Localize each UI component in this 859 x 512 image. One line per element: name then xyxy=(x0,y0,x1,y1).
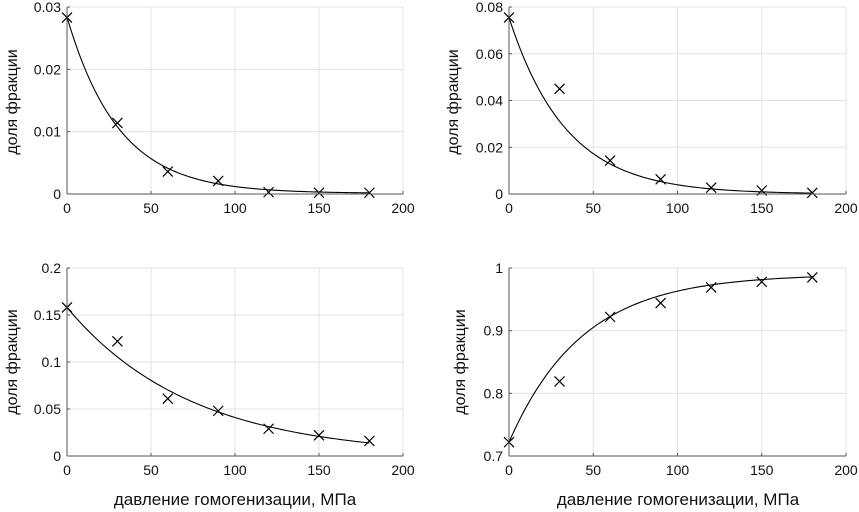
fit-curve xyxy=(66,16,370,194)
data-point xyxy=(655,297,667,309)
fit-curve xyxy=(508,17,813,194)
y-tick-label: 0 xyxy=(495,186,503,202)
fit-curve xyxy=(508,276,813,443)
data-point xyxy=(705,182,717,194)
panel-3: 0 50 100 150 200 0 0.05 0.1 0.15 0.2 доля фракции… xyxy=(4,260,415,509)
panel-4: 0 50 100 150 200 0.7 0.8 0.9 1 доля фракции давл… xyxy=(452,260,858,509)
x-tick-label: 150 xyxy=(750,462,774,478)
x-tick-label: 0 xyxy=(63,200,71,216)
data-point xyxy=(806,187,818,199)
y-tick-label: 0 xyxy=(53,448,61,464)
fit-curve xyxy=(66,307,370,444)
x-tick-label: 150 xyxy=(307,200,331,216)
data-point xyxy=(756,276,768,288)
x-tick-label: 50 xyxy=(143,200,159,216)
x-tick-label: 100 xyxy=(666,200,690,216)
x-tick-label: 0 xyxy=(63,462,71,478)
y-axis-label: доля фракции xyxy=(4,309,21,414)
y-tick-label: 0.02 xyxy=(34,61,61,77)
data-point xyxy=(263,186,275,198)
data-point xyxy=(363,187,375,199)
x-tick-label: 150 xyxy=(307,462,331,478)
x-tick-label: 0 xyxy=(505,462,513,478)
y-tick-label: 0.03 xyxy=(34,0,61,15)
y-tick-label: 0.02 xyxy=(476,139,503,155)
y-tick-label: 0.08 xyxy=(476,0,503,15)
data-point xyxy=(604,311,616,323)
panel-1: 0 50 100 150 200 0 0.01 0.02 0.03 доля фракции xyxy=(4,0,415,216)
data-point xyxy=(263,423,275,435)
panel-2: 0 50 100 150 200 0 0.02 0.04 0.06 0.08 доля фракц… xyxy=(445,0,858,216)
data-point xyxy=(212,405,224,417)
data-point xyxy=(554,83,565,95)
y-axis-label: доля фракции xyxy=(452,309,469,414)
y-axis-label: доля фракции xyxy=(445,49,462,154)
x-tick-label: 50 xyxy=(143,462,159,478)
x-tick-label: 200 xyxy=(834,200,858,216)
y-tick-label: 0.05 xyxy=(34,401,61,417)
data-point xyxy=(212,175,224,187)
data-point xyxy=(162,393,174,405)
x-tick-label: 50 xyxy=(585,200,601,216)
x-axis-label: давление гомогенизации, МПа xyxy=(114,490,357,509)
y-axis-label: доля фракции xyxy=(4,49,21,154)
y-tick-label: 0.04 xyxy=(476,93,503,109)
x-tick-label: 100 xyxy=(223,462,247,478)
data-point xyxy=(162,166,174,177)
data-point xyxy=(313,429,325,441)
x-tick-label: 100 xyxy=(666,462,690,478)
y-tick-label: 0.7 xyxy=(484,448,504,464)
data-point xyxy=(806,271,818,283)
y-tick-label: 0.8 xyxy=(484,385,504,401)
y-tick-label: 0.15 xyxy=(34,307,61,323)
x-tick-label: 200 xyxy=(391,200,415,216)
x-tick-label: 50 xyxy=(585,462,601,478)
data-point xyxy=(655,173,667,185)
data-point xyxy=(604,155,616,166)
y-tick-label: 0.01 xyxy=(34,124,61,140)
x-tick-label: 0 xyxy=(505,200,513,216)
data-point xyxy=(554,376,565,387)
x-tick-label: 200 xyxy=(834,462,858,478)
x-tick-label: 200 xyxy=(391,462,415,478)
y-tick-label: 0.1 xyxy=(42,354,62,370)
data-point xyxy=(363,435,375,447)
y-tick-label: 0.2 xyxy=(42,260,62,276)
data-point xyxy=(705,282,717,293)
data-point xyxy=(111,335,123,347)
y-tick-label: 0.9 xyxy=(484,323,504,339)
y-tick-label: 1 xyxy=(495,260,503,276)
x-tick-label: 150 xyxy=(750,200,774,216)
y-tick-label: 0 xyxy=(53,186,61,202)
x-tick-label: 100 xyxy=(223,200,247,216)
x-axis-label: давление гомогенизации, МПа xyxy=(557,490,800,509)
y-tick-label: 0.06 xyxy=(476,46,503,62)
data-point xyxy=(111,117,123,129)
